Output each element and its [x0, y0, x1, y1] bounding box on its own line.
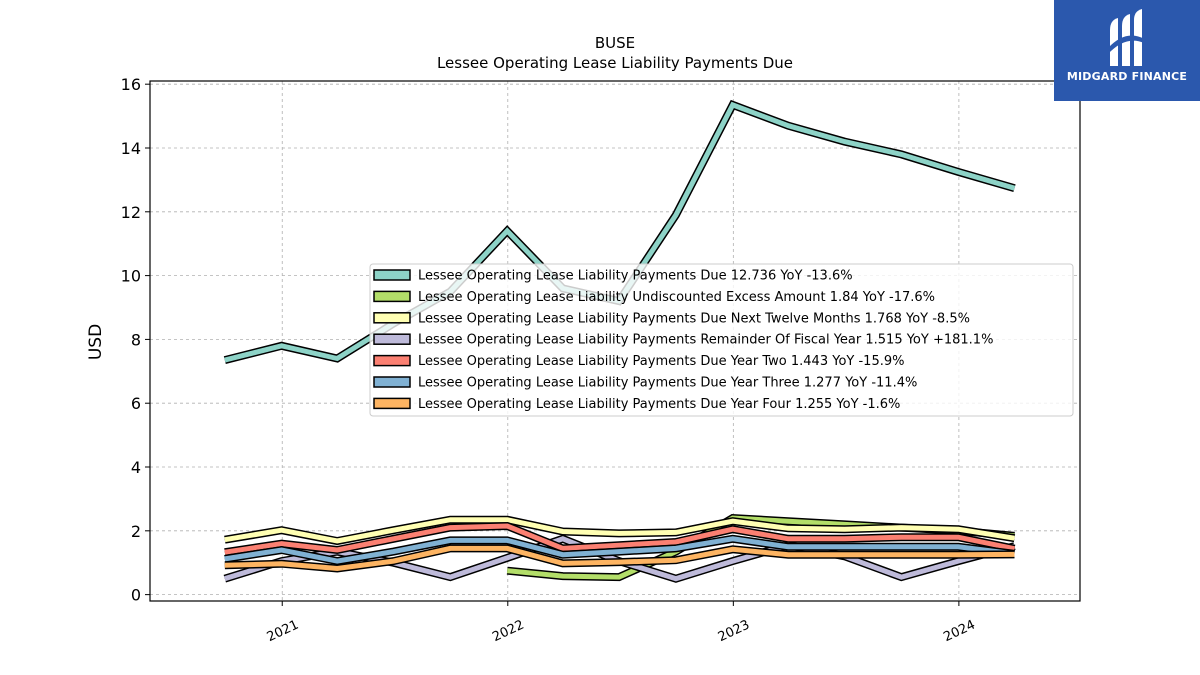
midgard-finance-logo: MIDGARD FINANCE	[1054, 0, 1200, 101]
chart-subtitle: Lessee Operating Lease Liability Payment…	[437, 54, 793, 72]
x-tick-label: 2024	[941, 618, 977, 646]
legend-entry: Lessee Operating Lease Liability Payment…	[418, 333, 993, 348]
y-tick-label: 14	[121, 139, 141, 158]
legend-entry: Lessee Operating Lease Liability Payment…	[418, 354, 904, 369]
legend-entry: Lessee Operating Lease Liability Undisco…	[418, 290, 935, 305]
legend-entry: Lessee Operating Lease Liability Payment…	[418, 311, 970, 326]
y-tick-label: 0	[131, 586, 141, 605]
legend-entry: Lessee Operating Lease Liability Payment…	[418, 376, 917, 391]
legend: Lessee Operating Lease Liability Payment…	[369, 263, 1074, 417]
legend-swatch	[373, 397, 411, 410]
midgard-logo-icon	[1108, 9, 1146, 66]
legend-swatch	[373, 354, 411, 367]
series-layer	[223, 99, 1016, 583]
legend-swatch	[373, 312, 411, 324]
legend-swatch	[373, 333, 411, 345]
y-tick-label: 12	[121, 203, 141, 222]
x-tick-label: 2021	[265, 618, 301, 646]
legend-entry: Lessee Operating Lease Liability Payment…	[418, 269, 853, 284]
legend-swatch	[373, 376, 411, 388]
x-tick-label: 2023	[716, 618, 752, 646]
series-line-5	[224, 521, 1016, 557]
y-axis-label: USD	[86, 324, 106, 360]
legend-swatch	[373, 290, 411, 303]
chart-title: BUSE	[595, 34, 635, 52]
legend-entry: Lessee Operating Lease Liability Payment…	[418, 397, 900, 412]
series-line-3	[224, 515, 1016, 546]
series-line-6	[224, 534, 1015, 566]
series-line-7	[224, 544, 1015, 573]
legend-box	[369, 263, 1074, 417]
y-tick-label: 6	[131, 394, 141, 413]
logo-text: MIDGARD FINANCE	[1066, 70, 1188, 83]
y-tick-label: 10	[121, 267, 141, 286]
x-tick-label: 2022	[490, 618, 526, 646]
y-tick-label: 4	[131, 458, 141, 477]
y-tick-label: 2	[131, 522, 141, 541]
y-tick-label: 8	[131, 330, 141, 349]
legend-swatch	[373, 269, 411, 281]
y-tick-label: 16	[121, 75, 141, 94]
axes-frame	[149, 80, 1081, 602]
